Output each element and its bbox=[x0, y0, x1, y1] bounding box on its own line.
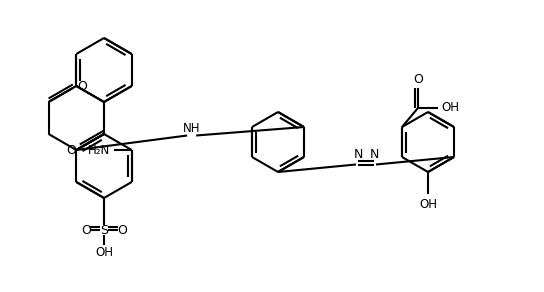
Text: O: O bbox=[77, 79, 86, 93]
Text: H₂N: H₂N bbox=[88, 143, 110, 157]
Text: OH: OH bbox=[419, 197, 437, 211]
Text: O: O bbox=[117, 223, 127, 237]
Text: N: N bbox=[353, 148, 363, 161]
Text: OH: OH bbox=[95, 246, 113, 258]
Text: O: O bbox=[81, 223, 91, 237]
Text: O: O bbox=[413, 73, 423, 86]
Text: OH: OH bbox=[441, 101, 459, 114]
Text: S: S bbox=[100, 223, 108, 237]
Text: O: O bbox=[66, 143, 76, 157]
Text: N: N bbox=[369, 148, 379, 161]
Text: NH: NH bbox=[182, 122, 200, 135]
